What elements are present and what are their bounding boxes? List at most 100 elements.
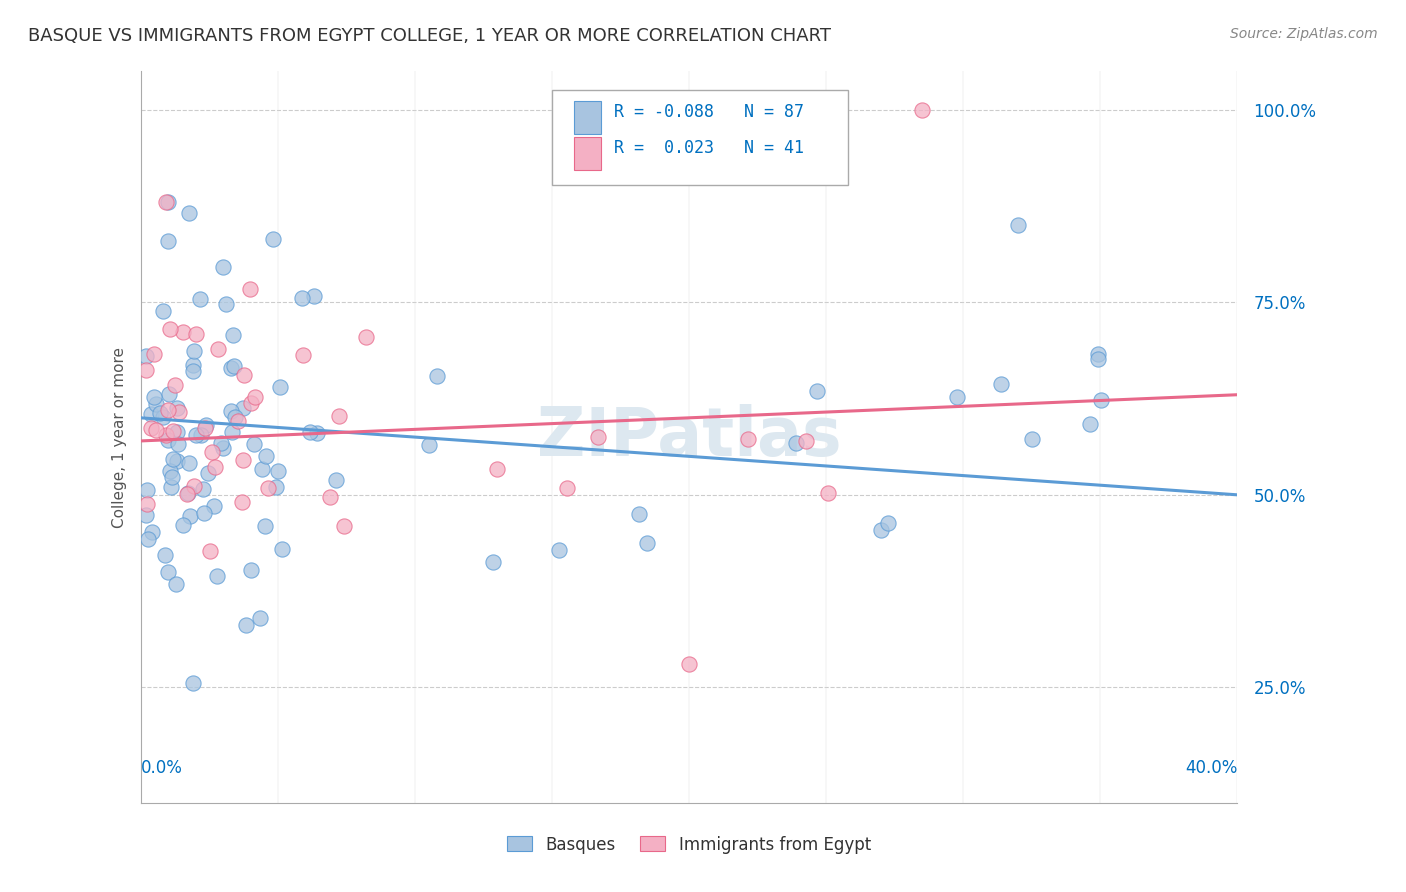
Point (222, 359, 245, 373)
Point (195, 417, 218, 432)
Point (242, 437, 264, 451)
Bar (574, 101, 602, 134)
Point (190, 428, 212, 442)
Point (139, 407, 162, 421)
Point (166, 425, 188, 440)
Point (482, 555, 505, 569)
Text: ZIPatlas: ZIPatlas (537, 404, 841, 470)
Point (291, 348, 314, 362)
Point (586, 430, 609, 444)
Point (235, 617, 257, 632)
Point (198, 544, 221, 558)
Point (627, 507, 650, 521)
Point (183, 344, 205, 359)
Point (166, 401, 188, 415)
Point (135, 497, 157, 511)
Point (162, 451, 184, 466)
Point (157, 234, 180, 248)
Point (794, 434, 817, 448)
Point (183, 478, 205, 492)
Point (207, 343, 229, 357)
Point (139, 420, 162, 434)
Point (636, 536, 658, 550)
Point (156, 565, 179, 579)
Point (179, 456, 201, 470)
Text: R =  0.023   N = 41: R = 0.023 N = 41 (614, 139, 804, 157)
Point (678, 657, 700, 672)
Point (136, 532, 159, 546)
Point (1021, 432, 1043, 446)
Point (221, 425, 243, 439)
Point (485, 462, 508, 476)
Point (877, 516, 900, 530)
FancyBboxPatch shape (551, 90, 848, 185)
Point (262, 231, 284, 245)
Legend: Basques, Immigrants from Egypt: Basques, Immigrants from Egypt (501, 829, 877, 860)
Point (425, 368, 447, 383)
Point (135, 349, 157, 363)
Point (204, 460, 226, 475)
Point (186, 427, 208, 442)
Point (990, 376, 1012, 391)
Point (254, 449, 277, 463)
Point (911, 103, 934, 117)
Point (249, 611, 271, 625)
Point (135, 363, 157, 377)
Point (869, 523, 891, 537)
Point (253, 519, 276, 533)
Point (159, 480, 181, 494)
Point (785, 435, 807, 450)
Point (319, 491, 342, 505)
Text: Source: ZipAtlas.com: Source: ZipAtlas.com (1230, 27, 1378, 41)
Point (232, 368, 254, 382)
Point (157, 386, 180, 401)
Point (156, 434, 179, 448)
Point (166, 437, 188, 451)
Point (243, 390, 266, 404)
Point (166, 454, 188, 468)
Point (153, 548, 176, 562)
Point (332, 519, 354, 533)
Point (806, 384, 828, 398)
Point (817, 486, 839, 500)
Point (141, 525, 163, 540)
Point (264, 480, 287, 494)
Point (307, 425, 329, 440)
Point (737, 432, 759, 446)
Point (177, 486, 200, 500)
Point (298, 425, 321, 439)
Point (197, 466, 219, 480)
Point (181, 364, 204, 378)
Point (172, 325, 194, 339)
Point (224, 409, 246, 424)
Point (184, 327, 207, 342)
Point (159, 464, 181, 478)
Point (135, 508, 157, 522)
Point (159, 321, 181, 335)
Point (231, 495, 253, 509)
Point (181, 676, 204, 690)
Point (226, 414, 249, 428)
Point (157, 402, 180, 417)
Point (167, 405, 190, 419)
Text: BASQUE VS IMMIGRANTS FROM EGYPT COLLEGE, 1 YEAR OR MORE CORRELATION CHART: BASQUE VS IMMIGRANTS FROM EGYPT COLLEGE,… (28, 27, 831, 45)
Point (211, 441, 233, 455)
Point (145, 396, 167, 410)
Point (172, 518, 194, 533)
Point (193, 506, 215, 520)
Point (1087, 351, 1109, 366)
Point (145, 423, 167, 437)
Point (354, 329, 377, 343)
Point (1007, 219, 1029, 233)
Point (176, 487, 198, 501)
Point (267, 464, 290, 478)
Point (135, 483, 157, 497)
Point (239, 395, 262, 409)
Point (165, 577, 187, 591)
Point (215, 297, 238, 311)
Point (194, 421, 217, 435)
Point (165, 378, 187, 392)
Point (270, 541, 292, 556)
Y-axis label: College, 1 year or more: College, 1 year or more (111, 347, 127, 527)
Point (302, 289, 325, 303)
